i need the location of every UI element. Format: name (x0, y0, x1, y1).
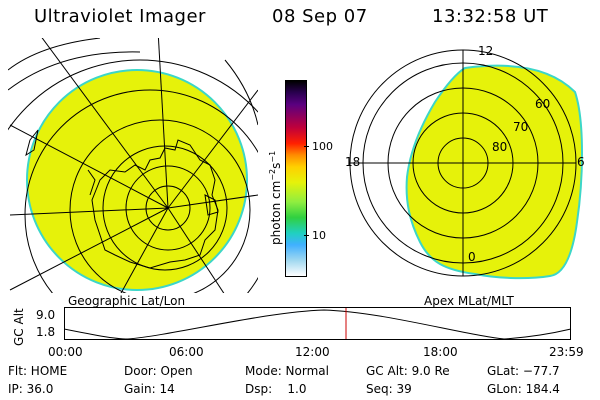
header-time: 13:32:58 UT (432, 6, 549, 27)
coastline (25, 129, 219, 269)
colorbar-unit: photon cm−2s−1 (268, 150, 283, 245)
info-seq: Seq: 39 (366, 382, 412, 396)
info-glat: GLat: −77.7 (487, 364, 560, 378)
colorbar-tick-10: 10 (312, 229, 326, 242)
mlat-mlt-grid (349, 49, 577, 277)
mlt-label-0: 0 (468, 250, 476, 264)
header-date: 08 Sep 07 (272, 6, 368, 27)
mlt-label-12: 12 (478, 44, 494, 58)
altitude-ytick-1.8: 1.8 (36, 325, 56, 339)
altitude-plot (64, 307, 572, 340)
geographic-map (8, 38, 258, 293)
info-flt: Flt: HOME (8, 364, 68, 378)
x-tick-1200: 12:00 (295, 345, 330, 359)
x-tick-2359: 23:59 (549, 345, 584, 359)
colorbar-tick-100: 100 (312, 140, 333, 153)
info-gc-alt: GC Alt: 9.0 Re (366, 364, 450, 378)
mlat-label-80: 80 (492, 140, 508, 154)
altitude-curve (64, 309, 572, 340)
apex-map (349, 49, 583, 280)
mlt-label-6: 6 (577, 155, 585, 169)
altitude-ytick-9: 9.0 (36, 308, 56, 322)
info-gain: Gain: 14 (124, 382, 175, 396)
mlat-label-60: 60 (535, 97, 551, 111)
uv-emission-area-right (405, 64, 583, 280)
right-map-label: Apex MLat/MLT (424, 294, 514, 308)
info-ip: IP: 36.0 (8, 382, 54, 396)
lat-lon-grid (8, 38, 258, 293)
mlat-label-70: 70 (513, 120, 529, 134)
mlt-label-18: 18 (345, 155, 361, 169)
colorbar (285, 80, 307, 277)
left-map-label: Geographic Lat/Lon (68, 294, 186, 308)
x-tick-1800: 18:00 (423, 345, 458, 359)
info-glon: GLon: 184.4 (487, 382, 560, 396)
info-door: Door: Open (124, 364, 193, 378)
info-dsp: Dsp: 1.0 (245, 382, 307, 396)
altitude-ylabel: GC Alt (12, 308, 26, 346)
x-tick-0000: 00:00 (48, 345, 83, 359)
info-mode: Mode: Normal (245, 364, 329, 378)
app-title: Ultraviolet Imager (34, 6, 206, 27)
x-tick-0600: 06:00 (169, 345, 204, 359)
